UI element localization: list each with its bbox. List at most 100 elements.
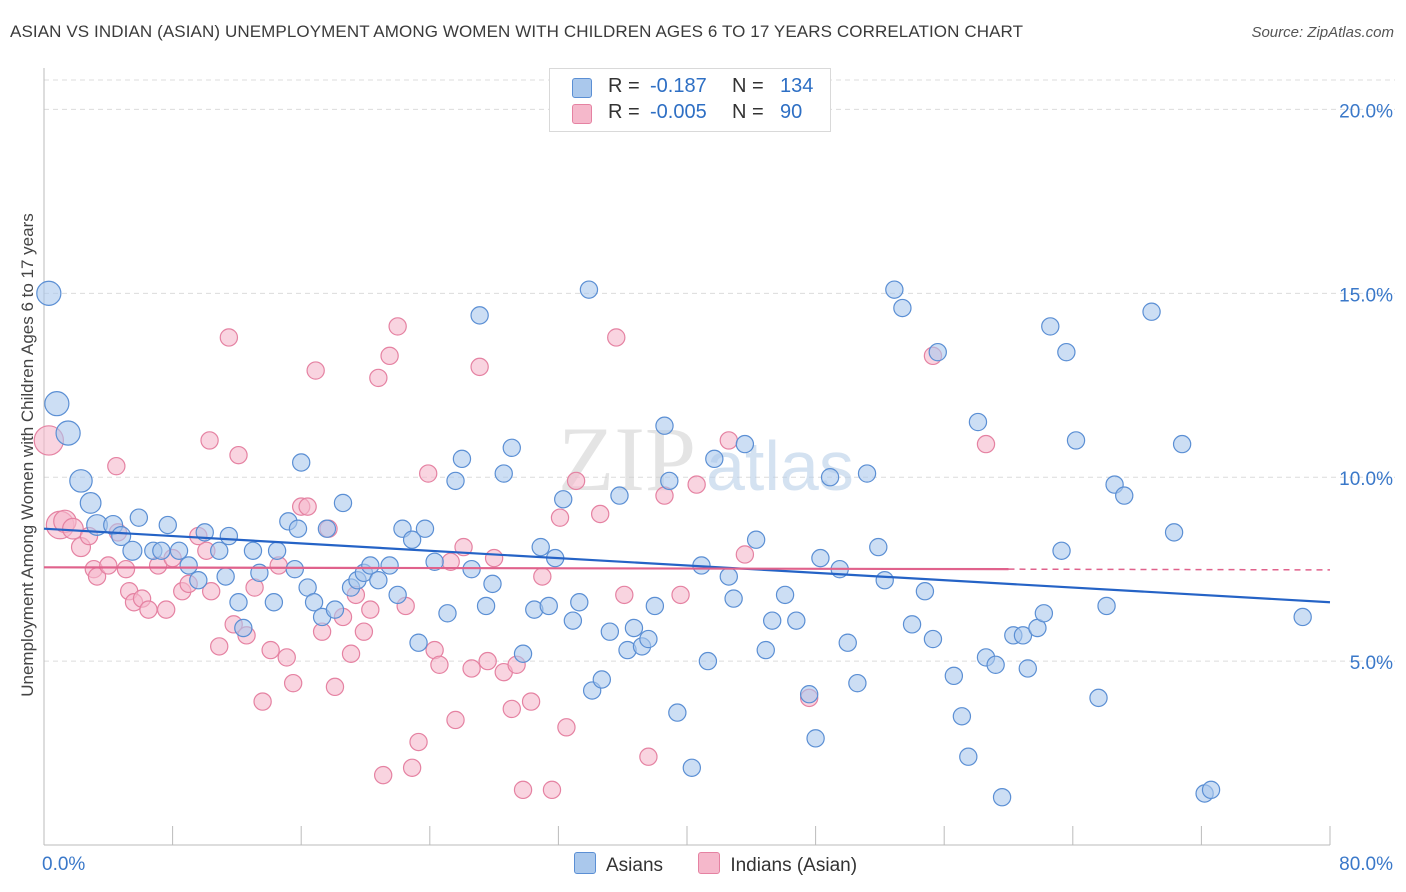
asian-point xyxy=(169,541,189,560)
indian-point xyxy=(671,585,690,605)
indian-point xyxy=(550,508,570,527)
asian-point xyxy=(438,604,457,623)
indian-point xyxy=(735,545,755,564)
indian-point xyxy=(615,585,634,605)
y-tick-label: 10.0% xyxy=(1339,469,1393,490)
asian-point xyxy=(415,519,435,538)
indian-point xyxy=(590,504,610,524)
source-label: Source: ZipAtlas.com xyxy=(1251,24,1394,41)
asian-point xyxy=(531,537,550,557)
asian-point xyxy=(570,593,589,612)
indian-point xyxy=(341,644,361,663)
asian-point xyxy=(986,655,1005,674)
indian-point xyxy=(116,559,136,579)
asian-point xyxy=(55,420,81,446)
series-legend: Asians Indians (Asian) xyxy=(574,852,887,876)
indian-point xyxy=(380,346,399,366)
asian-point xyxy=(1066,431,1086,450)
asians-swatch xyxy=(572,78,592,98)
asian-point xyxy=(624,618,644,638)
indian-point xyxy=(402,758,422,777)
asian-point xyxy=(79,492,102,514)
asian-point xyxy=(122,540,143,561)
asian-point xyxy=(1115,486,1134,505)
asian-point xyxy=(292,453,311,472)
asian-point xyxy=(380,556,399,575)
asian-point xyxy=(1041,317,1060,336)
asian-point xyxy=(645,596,665,616)
y-tick-label: 15.0% xyxy=(1339,285,1393,306)
asian-point xyxy=(494,464,513,483)
asian-point xyxy=(158,515,177,535)
asian-point xyxy=(36,280,62,306)
asian-point xyxy=(1052,541,1071,560)
asian-point xyxy=(799,685,819,704)
asian-point xyxy=(513,644,533,663)
indian-point xyxy=(283,673,303,693)
asian-point xyxy=(719,567,738,586)
asian-point xyxy=(579,280,599,299)
indian-point xyxy=(298,497,317,516)
asian-point xyxy=(756,640,775,660)
asian-point xyxy=(361,556,380,575)
indian-point xyxy=(361,600,380,619)
gridlines xyxy=(44,79,1395,662)
indians-trend-line xyxy=(43,566,1009,571)
asian-point xyxy=(1142,302,1161,321)
indian-point xyxy=(277,648,296,667)
asian-point xyxy=(660,471,679,491)
asian-point xyxy=(923,629,943,649)
asians-legend-swatch xyxy=(574,852,596,874)
trend-lines xyxy=(43,527,1331,604)
indian-point xyxy=(607,328,626,347)
asian-point xyxy=(668,703,687,722)
n-label: N = xyxy=(732,75,764,97)
asian-point xyxy=(944,666,964,686)
asian-point xyxy=(775,585,795,605)
asian-point xyxy=(243,541,263,560)
asian-point xyxy=(470,306,489,325)
indians-swatch xyxy=(572,104,592,124)
indian-point xyxy=(409,732,428,752)
asian-point xyxy=(705,449,724,469)
asian-point xyxy=(698,651,718,671)
indian-point xyxy=(462,659,481,678)
indian-point xyxy=(306,361,325,380)
asian-point xyxy=(317,519,337,538)
asian-point xyxy=(902,615,922,634)
axes xyxy=(43,68,1331,846)
indian-point xyxy=(521,692,541,711)
asian-point xyxy=(610,486,629,505)
indians-legend-label: Indians (Asian) xyxy=(730,855,858,876)
indian-point xyxy=(470,357,489,377)
indian-point xyxy=(229,445,248,465)
asian-point xyxy=(735,434,755,454)
asian-point xyxy=(210,541,229,560)
asian-point xyxy=(1089,688,1108,708)
indian-point xyxy=(261,640,280,660)
asian-point xyxy=(189,570,208,590)
asian-point xyxy=(992,787,1012,807)
chart-title: ASIAN VS INDIAN (ASIAN) UNEMPLOYMENT AMO… xyxy=(10,22,1024,41)
indian-point xyxy=(513,780,533,800)
asian-point xyxy=(369,570,388,590)
indian-point xyxy=(369,368,388,388)
indians-n-value: 90 xyxy=(780,101,803,123)
asian-point xyxy=(304,593,324,612)
asian-point xyxy=(409,633,428,652)
indian-point xyxy=(99,556,118,575)
indian-point xyxy=(542,780,562,800)
asian-point xyxy=(216,567,235,586)
asian-point xyxy=(724,589,743,608)
asian-point xyxy=(857,464,877,483)
asian-point xyxy=(915,582,935,601)
asian-point xyxy=(402,530,422,549)
asian-point xyxy=(682,758,702,777)
legend-item-indians: Indians (Asian) xyxy=(698,852,857,877)
asian-point xyxy=(539,596,558,616)
indian-point xyxy=(354,622,374,641)
asian-point xyxy=(1018,659,1037,678)
y-axis-label: Unemployment Among Women with Children A… xyxy=(18,213,37,697)
asian-point xyxy=(600,622,620,641)
indian-point xyxy=(373,765,393,785)
